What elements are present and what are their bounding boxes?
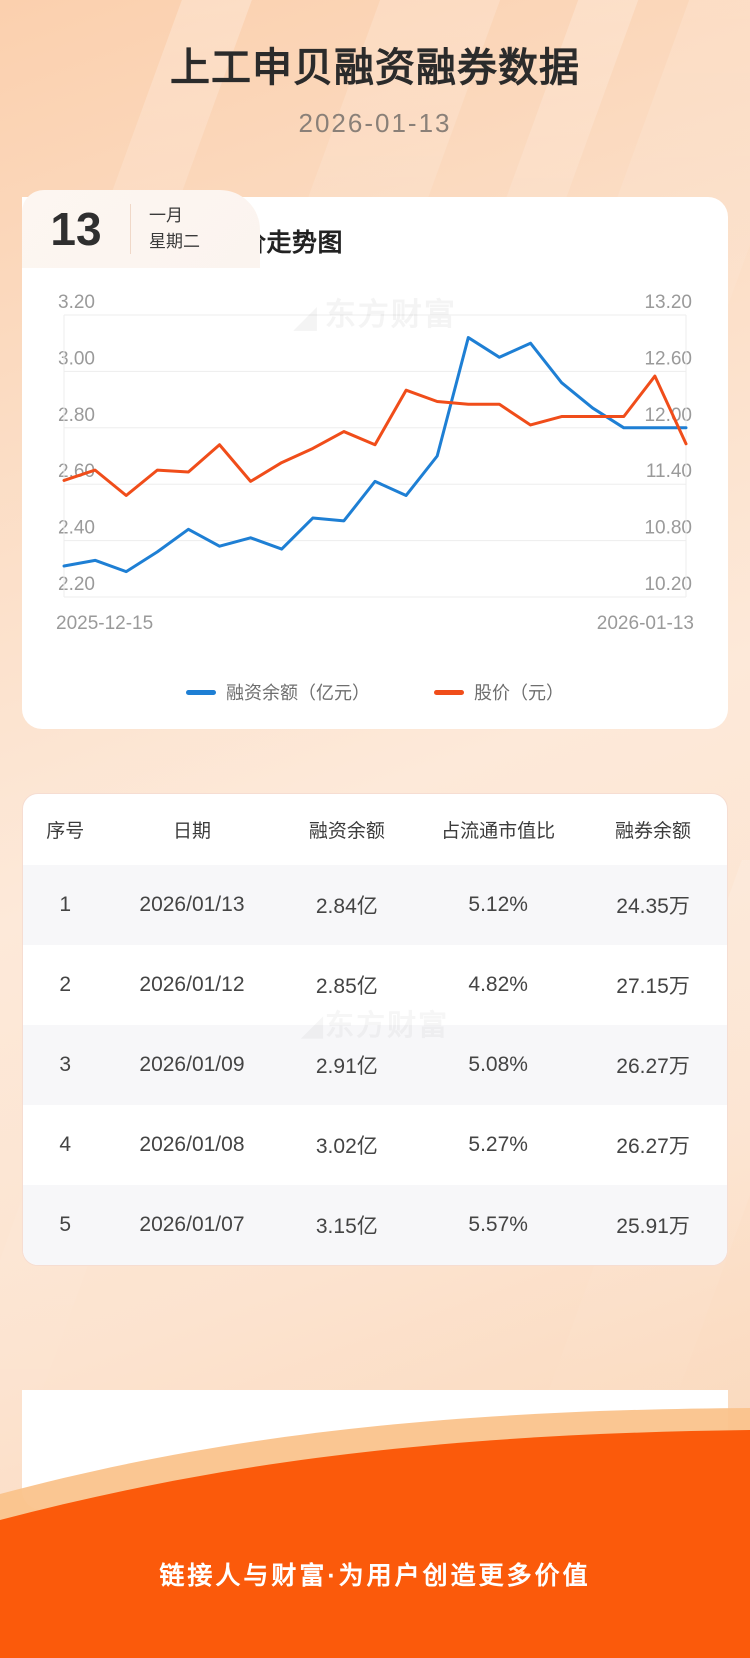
table-row: 2 2026/01/12 2.85亿 4.82% 27.15万: [23, 945, 727, 1025]
table-header-row: 序号 日期 融资余额 占流通市值比 融券余额: [23, 794, 727, 865]
svg-text:3.00: 3.00: [58, 348, 95, 369]
svg-text:2.40: 2.40: [58, 518, 95, 539]
svg-text:2026-01-13: 2026-01-13: [597, 613, 694, 634]
footer-wave-decoration: [0, 1408, 750, 1658]
page-footer: 链接人与财富·为用户创造更多价值: [0, 1408, 750, 1658]
margin-data-table: 序号 日期 融资余额 占流通市值比 融券余额 1 2026/01/13 2.84亿 5…: [23, 794, 727, 1265]
page-header: 上工申贝融资融券数据 2026-01-13: [0, 0, 750, 139]
cell-ratio: 5.12%: [468, 893, 528, 916]
cell-index: 1: [59, 893, 72, 916]
cell-short: 27.15万: [616, 975, 690, 998]
cell-short: 26.27万: [616, 1055, 690, 1078]
table-row: 4 2026/01/08 3.02亿 5.27% 26.27万: [23, 1105, 727, 1185]
cell-index: 3: [59, 1053, 72, 1076]
legend-color-swatch: [434, 689, 464, 695]
cell-balance: 3.15亿: [315, 1215, 378, 1238]
cell-balance: 3.02亿: [315, 1135, 378, 1158]
svg-text:12.60: 12.60: [644, 348, 692, 369]
cell-short: 24.35万: [616, 895, 690, 918]
cell-date: 2026/01/08: [139, 1133, 245, 1156]
column-header-short: 融券余额: [615, 821, 692, 842]
svg-text:2.80: 2.80: [58, 405, 95, 426]
trend-chart: ◢ 东方财富 3.20 13.20 3.00 12.60 2.80 12.00 2.60 11.…: [22, 285, 728, 675]
cell-date: 2026/01/09: [139, 1053, 245, 1076]
svg-text:3.20: 3.20: [58, 292, 95, 313]
cell-balance: 2.91亿: [315, 1055, 378, 1078]
legend-item-financing: 融资余额（亿元）: [186, 679, 370, 705]
data-table-card: ◢东方财富 序号 日期 融资余额 占流通市值比 融券余额 1 2026/01/13…: [22, 793, 728, 1266]
cell-date: 2026/01/07: [139, 1213, 245, 1236]
page-date: 2026-01-13: [298, 108, 452, 138]
chart-legend: 融资余额（亿元） 股价（元）: [22, 679, 728, 705]
svg-text:2.20: 2.20: [58, 574, 95, 595]
column-header-date: 日期: [172, 821, 211, 842]
cell-ratio: 4.82%: [468, 973, 528, 996]
cell-balance: 2.84亿: [315, 895, 378, 918]
svg-text:10.20: 10.20: [644, 574, 692, 595]
date-tab: 13 一月 星期二: [22, 190, 260, 268]
cell-date: 2026/01/12: [139, 973, 245, 996]
chart-card: 融资余额和股价走势图 ◢东方财富 3.2013.203.0012.602.801…: [22, 197, 728, 729]
cell-ratio: 5.08%: [468, 1053, 528, 1076]
legend-label: 融资余额（亿元）: [226, 683, 370, 703]
svg-text:11.40: 11.40: [646, 461, 692, 482]
cell-balance: 2.85亿: [315, 975, 378, 998]
table-row: 3 2026/01/09 2.91亿 5.08% 26.27万: [23, 1025, 727, 1105]
column-header-balance: 融资余额: [308, 821, 385, 842]
date-month: 一月: [149, 205, 183, 225]
date-weekday: 星期二: [149, 232, 200, 251]
svg-text:10.80: 10.80: [644, 518, 692, 539]
svg-text:12.00: 12.00: [644, 405, 692, 426]
legend-color-swatch: [186, 689, 216, 695]
cell-short: 26.27万: [616, 1135, 690, 1158]
cell-date: 2026/01/13: [139, 893, 245, 916]
svg-text:13.20: 13.20: [644, 292, 692, 313]
svg-text:2.60: 2.60: [58, 461, 95, 482]
legend-item-price: 股价（元）: [434, 679, 564, 705]
table-row: 1 2026/01/13 2.84亿 5.12% 24.35万: [23, 865, 727, 945]
date-day: 13: [50, 203, 102, 255]
svg-text:2025-12-15: 2025-12-15: [56, 613, 153, 634]
legend-label: 股价（元）: [474, 683, 564, 703]
page-title: 上工申贝融资融券数据: [170, 46, 580, 90]
cell-short: 25.91万: [616, 1215, 690, 1238]
cell-index: 5: [59, 1213, 72, 1236]
table-section: 近五日融资融券数据 ◢东方财富 序号 日期 融资余额 占流通市值比 融券余额 1…: [22, 793, 728, 1266]
column-header-ratio: 占流通市值比: [441, 821, 556, 842]
cell-index: 2: [59, 973, 72, 996]
cell-index: 4: [59, 1133, 72, 1156]
date-divider: [130, 204, 131, 254]
column-header-index: 序号: [46, 821, 85, 842]
cell-ratio: 5.57%: [468, 1213, 528, 1236]
table-row: 5 2026/01/07 3.15亿 5.57% 25.91万: [23, 1185, 727, 1265]
footer-slogan: 链接人与财富·为用户创造更多价值: [159, 1562, 591, 1590]
cell-ratio: 5.27%: [468, 1133, 528, 1156]
